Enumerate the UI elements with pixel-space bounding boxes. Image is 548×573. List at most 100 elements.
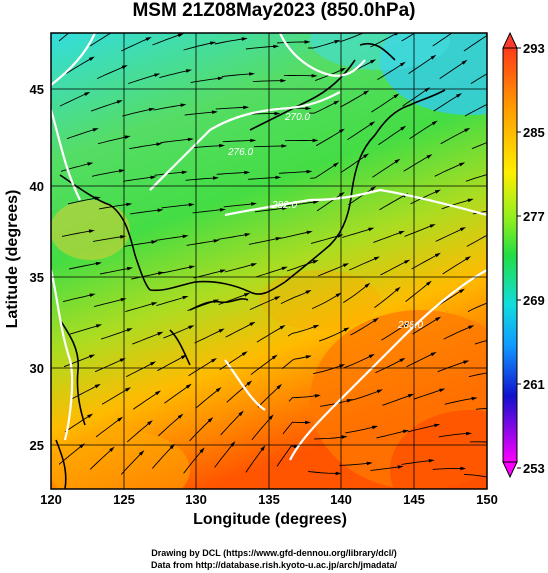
streamline xyxy=(276,445,297,467)
streamline-arrow xyxy=(341,435,348,439)
streamline-arrow xyxy=(460,466,467,471)
streamline-arrow xyxy=(311,74,318,78)
streamline-arrow xyxy=(189,265,196,269)
streamline xyxy=(411,254,439,270)
streamline-arrow xyxy=(471,396,478,401)
streamline-arrow xyxy=(275,175,282,180)
streamline xyxy=(433,94,460,112)
streamline-arrow xyxy=(373,317,379,323)
streamline-arrow xyxy=(464,127,471,133)
x-tick-label: 130 xyxy=(185,492,207,507)
streamline-arrow xyxy=(428,459,435,463)
streamline-arrow xyxy=(88,229,95,233)
streamline-arrow xyxy=(305,420,311,425)
streamline-arrow xyxy=(79,443,85,449)
streamline xyxy=(404,224,433,237)
streamline-arrow xyxy=(376,389,383,394)
x-tick-label: 140 xyxy=(330,492,352,507)
streamline xyxy=(128,74,158,85)
streamline-arrow xyxy=(219,143,225,148)
streamline xyxy=(66,128,96,140)
streamline xyxy=(155,235,186,241)
streamline xyxy=(285,201,316,207)
streamline-arrow xyxy=(429,224,436,228)
streamline-arrow xyxy=(467,198,474,203)
streamline-arrow xyxy=(157,271,165,276)
streamline xyxy=(345,426,375,434)
streamline-arrow xyxy=(493,299,499,303)
streamline-arrow xyxy=(468,325,475,330)
streamline-arrow xyxy=(241,37,248,41)
streamline-arrow xyxy=(126,328,133,332)
streamline xyxy=(373,231,402,243)
streamline-arrow xyxy=(95,261,102,266)
contour-label: 276.0 xyxy=(227,147,253,158)
streamline-arrow xyxy=(459,227,466,232)
streamline-arrow xyxy=(147,420,153,426)
colorbar-tick-label: 293 xyxy=(523,41,545,56)
colorbar-body xyxy=(502,47,518,463)
streamline xyxy=(257,386,280,408)
streamline xyxy=(470,73,487,84)
streamline xyxy=(474,340,487,345)
x-tick-label: 135 xyxy=(258,492,280,507)
streamline xyxy=(471,142,487,150)
streamline-arrow xyxy=(249,321,256,327)
streamline-arrow xyxy=(368,354,375,359)
streamline-arrow xyxy=(313,324,320,329)
streamline xyxy=(156,296,186,307)
streamline xyxy=(185,177,216,181)
streamline xyxy=(93,298,124,308)
x-axis-label: Longitude (degrees) xyxy=(193,511,347,528)
streamline-arrow xyxy=(209,41,217,45)
streamline xyxy=(370,466,401,471)
streamline-arrow xyxy=(456,93,462,98)
streamline xyxy=(122,108,152,117)
streamline xyxy=(121,37,149,52)
streamline xyxy=(316,193,343,212)
streamline xyxy=(161,204,192,209)
streamline xyxy=(164,385,190,404)
streamline-arrow xyxy=(217,76,224,81)
streamline-arrow xyxy=(400,125,407,131)
streamline-arrow xyxy=(145,37,152,41)
streamline xyxy=(441,199,471,210)
streamline-arrow xyxy=(335,292,342,298)
streamline-arrow xyxy=(497,441,503,445)
streamline-arrow xyxy=(368,227,375,232)
streamline xyxy=(162,266,192,274)
streamline-arrow xyxy=(402,429,409,434)
streamline xyxy=(152,445,173,469)
streamline xyxy=(216,171,247,175)
y-tick-label: 30 xyxy=(30,361,44,376)
streamline-arrow xyxy=(306,230,313,235)
streamline-arrow xyxy=(118,169,125,173)
streamline-arrow xyxy=(185,383,192,389)
streamline-arrow xyxy=(281,266,288,271)
streamline-arrow xyxy=(490,230,496,234)
streamline xyxy=(255,267,285,278)
streamline xyxy=(437,361,467,373)
streamline-arrow xyxy=(219,208,226,212)
streamline xyxy=(466,234,487,247)
streamline xyxy=(314,436,345,440)
streamline-arrow xyxy=(304,40,311,44)
streamline xyxy=(465,174,487,182)
streamline xyxy=(100,267,130,275)
streamline-arrow xyxy=(366,461,373,466)
streamline-arrow xyxy=(393,93,400,99)
streamline-arrow xyxy=(373,256,380,261)
x-tick-label: 145 xyxy=(403,492,425,507)
streamline-arrow xyxy=(343,327,350,332)
streamline xyxy=(308,470,339,474)
streamline xyxy=(64,415,91,433)
streamline-arrow xyxy=(150,361,157,366)
streamline-arrow xyxy=(461,59,468,65)
streamline-arrow xyxy=(155,390,161,396)
streamline-arrow xyxy=(338,192,345,197)
streamline-arrow xyxy=(435,316,442,322)
streamline-arrow xyxy=(426,154,433,159)
streamline-arrow xyxy=(124,135,131,139)
streamline-arrow xyxy=(244,293,251,297)
streamline xyxy=(124,241,154,247)
